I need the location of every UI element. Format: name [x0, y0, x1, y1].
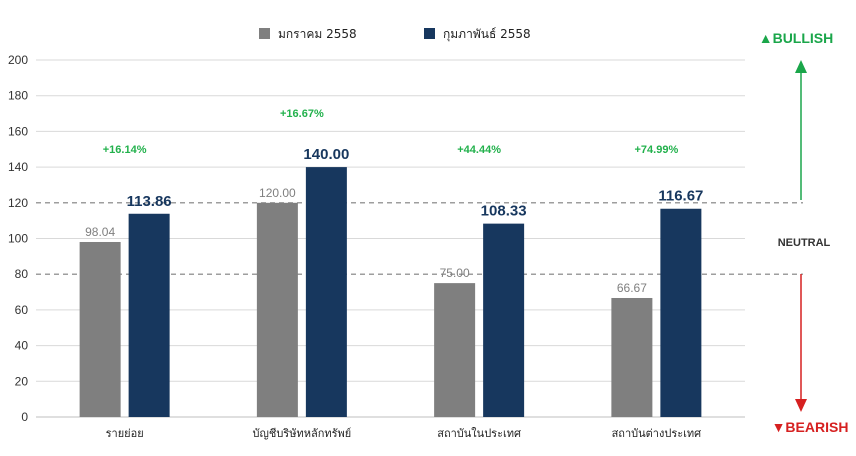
- y-tick-label: 140: [8, 160, 28, 174]
- change-percent-label: +74.99%: [635, 144, 679, 156]
- data-label-february: 116.67: [658, 188, 703, 205]
- bearish-arrow-icon: [795, 399, 807, 412]
- bar-february: [128, 213, 170, 417]
- bar-february: [660, 208, 702, 417]
- y-tick-label: 80: [15, 267, 29, 281]
- y-tick-label: 120: [8, 196, 28, 210]
- y-tick-label: 200: [8, 53, 28, 67]
- bullish-label: ▲BULLISH: [759, 30, 834, 46]
- data-label-february: 140.00: [303, 146, 349, 163]
- neutral-label: NEUTRAL: [778, 237, 831, 249]
- data-label-february: 108.33: [481, 203, 527, 220]
- legend: มกราคม 2558 กุมภาพันธ์ 2558: [259, 27, 531, 42]
- legend-swatch-january: [259, 28, 270, 39]
- y-tick-label: 100: [8, 232, 28, 246]
- data-label-january: 66.67: [617, 281, 647, 295]
- data-label-january: 120.00: [259, 186, 296, 200]
- bar-january: [611, 297, 653, 417]
- y-tick-label: 60: [15, 303, 29, 317]
- x-axis-categories: รายย่อย บัญชีบริษัทหลักทรัพย์ สถาบันในประเ…: [106, 427, 702, 440]
- bar-february: [305, 167, 347, 417]
- bullish-arrow-icon: [795, 60, 807, 73]
- data-label-february: 113.86: [127, 193, 172, 210]
- change-percent-label: +16.14%: [103, 144, 147, 156]
- bar-january: [434, 283, 476, 417]
- legend-label-february: กุมภาพันธ์ 2558: [443, 27, 531, 42]
- bearish-label: ▼BEARISH: [772, 419, 849, 435]
- change-percent-label: +16.67%: [280, 108, 324, 120]
- bar-february: [483, 223, 525, 417]
- category-label: สถาบันในประเทศ: [437, 427, 521, 440]
- category-label: บัญชีบริษัทหลักทรัพย์: [253, 427, 352, 440]
- data-label-january: 75.00: [440, 266, 470, 280]
- signal-indicators: ▲BULLISH NEUTRAL ▼BEARISH: [759, 30, 849, 435]
- data-labels: 98.04 113.86 +16.14% 120.00 140.00 +16.67% 75.…: [85, 108, 703, 295]
- bars: [79, 167, 702, 417]
- bar-january: [79, 241, 121, 417]
- y-tick-label: 160: [8, 124, 28, 138]
- category-label: สถาบันต่างประเทศ: [612, 427, 702, 440]
- y-tick-label: 40: [15, 339, 29, 353]
- change-percent-label: +44.44%: [457, 144, 501, 156]
- y-axis-ticks: 0 20 40 60 80 100 120 140 160 180 200: [8, 53, 28, 424]
- y-tick-label: 180: [8, 89, 28, 103]
- data-label-january: 98.04: [85, 225, 115, 239]
- category-label: รายย่อย: [106, 427, 144, 440]
- legend-label-january: มกราคม 2558: [278, 27, 357, 41]
- y-tick-label: 20: [15, 374, 29, 388]
- legend-swatch-february: [424, 28, 435, 39]
- bar-january: [256, 202, 298, 417]
- y-tick-label: 0: [21, 410, 28, 424]
